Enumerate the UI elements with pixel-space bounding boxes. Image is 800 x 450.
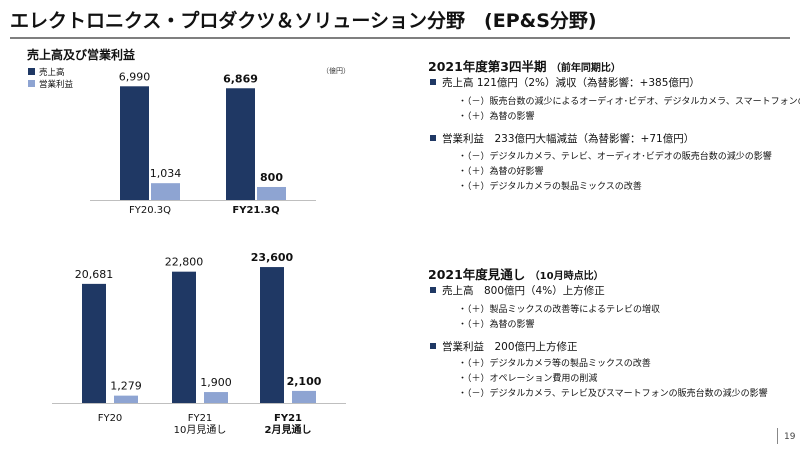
chart-0-data-label: 1,034 xyxy=(150,167,182,180)
quarter-profit-sub-1: ・（－）デジタルカメラ、テレビ、オーディオ･ビデオの販売台数の減少の影響 xyxy=(458,152,772,162)
chart-1-bar-profit xyxy=(292,390,316,403)
bullet-square-icon xyxy=(430,79,436,85)
chart-unit-label: （億円） xyxy=(322,66,350,75)
page-title: エレクトロニクス・プロダクツ＆ソリューション分野 (EP&S分野) xyxy=(10,10,597,32)
chart-1-bar-sales xyxy=(260,267,284,403)
forecast-profit-text: 営業利益 200億円上方修正 xyxy=(442,341,578,353)
title-underline xyxy=(10,37,790,39)
chart-1-bar-sales xyxy=(172,271,196,403)
chart-0-category-label: FY21.3Q xyxy=(232,205,279,216)
forecast-sales-sub-2: ・（＋）為替の影響 xyxy=(458,320,535,330)
quarter-profit-bullet: 営業利益 233億円大幅減益（為替影響：+71億円） xyxy=(430,131,694,146)
bullet-square-icon xyxy=(430,287,436,293)
forecast-sales-bullet: 売上高 800億円（4%）上方修正 xyxy=(430,283,605,298)
legend-label: 売上高 xyxy=(39,67,65,78)
chart-0-data-label: 6,990 xyxy=(119,70,151,83)
chart-1-data-label: 1,279 xyxy=(110,380,142,393)
chart-1-bar-profit xyxy=(114,395,138,403)
chart-1-data-label: 23,600 xyxy=(251,251,294,264)
chart-0-data-label: 6,869 xyxy=(223,72,258,85)
forecast-profit-sub-3: ・（－）デジタルカメラ、テレビ及びスマートフォンの販売台数の減少の影響 xyxy=(458,389,768,399)
chart-1-data-label: 22,800 xyxy=(165,256,204,269)
chart-1-category-label: FY20 xyxy=(98,413,123,424)
page-number: 19 xyxy=(784,432,796,442)
forecast-sales-sub-1: ・（＋）製品ミックスの改善等によるテレビの増収 xyxy=(458,305,660,315)
section-forecast-title-text: 2021年度見通し xyxy=(428,267,526,282)
chart-1-category-label: 10月見通し xyxy=(174,424,227,436)
chart-1-category-label: FY21 xyxy=(188,413,213,424)
section-quarter-title: 2021年度第3四半期 （前年同期比） xyxy=(428,56,621,75)
chart-heading: 売上高及び営業利益 xyxy=(27,48,136,62)
chart-1-data-label: 20,681 xyxy=(75,268,114,281)
section-quarter-note: （前年同期比） xyxy=(550,63,621,74)
quarter-profit-text: 営業利益 233億円大幅減益（為替影響：+71億円） xyxy=(442,133,695,145)
quarter-sales-sub-2: ・（＋）為替の影響 xyxy=(458,112,535,122)
chart-0-category-label: FY20.3Q xyxy=(129,205,171,216)
section-forecast-title: 2021年度見通し （10月時点比） xyxy=(428,264,604,283)
chart-1-category-label: 2月見通し xyxy=(265,424,312,436)
chart-0-bar-sales xyxy=(226,88,255,200)
page-number-separator xyxy=(777,428,778,444)
chart-0-bar-sales xyxy=(120,86,149,200)
chart-1-category-label: FY21 xyxy=(274,413,302,424)
forecast-profit-sub-1: ・（＋）デジタルカメラ等の製品ミックスの改善 xyxy=(458,359,651,369)
forecast-profit-sub-2: ・（＋）オペレーション費用の削減 xyxy=(458,374,598,384)
section-forecast-note: （10月時点比） xyxy=(529,271,604,282)
quarter-profit-sub-2: ・（＋）為替の好影響 xyxy=(458,167,544,177)
forecast-profit-bullet: 営業利益 200億円上方修正 xyxy=(430,339,578,354)
chart-0-bar-profit xyxy=(257,186,286,200)
forecast-sales-text: 売上高 800億円（4%）上方修正 xyxy=(442,285,605,297)
chart-0-data-label: 800 xyxy=(260,171,283,184)
chart-1-data-label: 1,900 xyxy=(200,376,232,389)
chart-1-data-label: 2,100 xyxy=(287,375,322,388)
bullet-square-icon xyxy=(430,343,436,349)
quarter-sales-sub-1: ・（－）販売台数の減少によるオーディオ･ビデオ、デジタルカメラ、スマートフォンの… xyxy=(458,97,800,107)
quarter-sales-bullet: 売上高 121億円（2%）減収（為替影響：+385億円） xyxy=(430,75,700,90)
legend-label: 営業利益 xyxy=(39,79,74,90)
quarter-sales-text: 売上高 121億円（2%）減収（為替影響：+385億円） xyxy=(442,77,700,89)
legend-swatch xyxy=(28,80,35,87)
chart-1-bar-profit xyxy=(204,392,228,403)
bullet-square-icon xyxy=(430,135,436,141)
legend-swatch xyxy=(28,68,35,75)
charts-svg: 6,990 6,869 1,034 800 FY20.3Q FY21.3Q 20,681 22… xyxy=(28,66,350,436)
chart-0-bar-profit xyxy=(151,183,180,200)
chart-1-bar-sales xyxy=(82,283,106,403)
section-quarter-title-text: 2021年度第3四半期 xyxy=(428,59,547,74)
quarter-profit-sub-3: ・（＋）デジタルカメラの製品ミックスの改善 xyxy=(458,182,642,192)
